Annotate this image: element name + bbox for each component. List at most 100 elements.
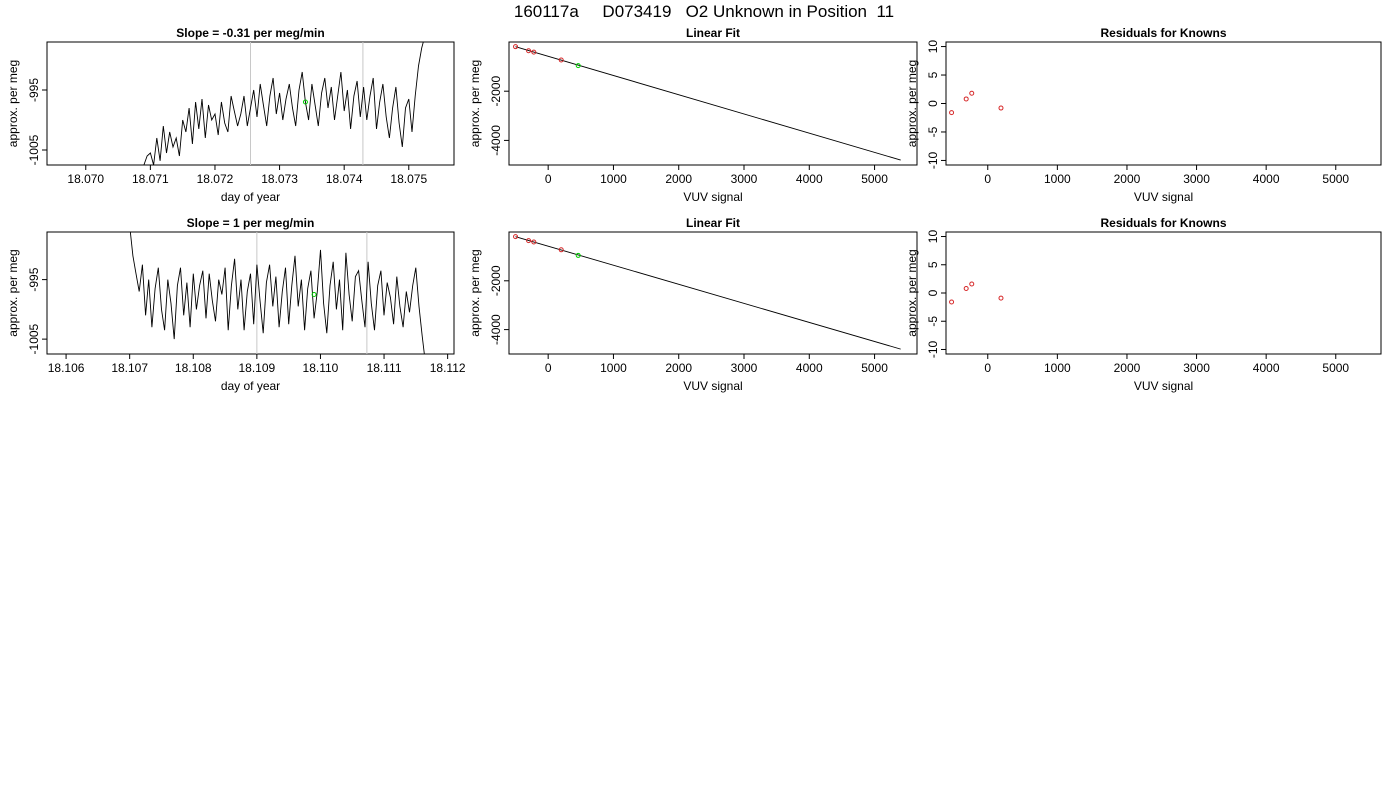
x-tick-label: 18.075 [390,172,427,186]
page-title: 160117a D073419 O2 Unknown in Position 1… [513,2,895,21]
fit-line [515,46,901,161]
x-tick-label: 3000 [1183,361,1210,375]
x-tick-label: 18.070 [67,172,104,186]
x-tick-label: 4000 [1253,361,1280,375]
x-axis-label: day of year [221,379,280,393]
chart-panel-row2-linearfit: Linear Fit 0 1000 2000 3000 4000 5000 VUV signa… [468,216,918,393]
residual-point [969,90,975,96]
x-tick-label: 18.111 [367,361,402,375]
chart-title: Slope = 1 per meg/min [187,216,315,230]
y-tick-label: 10 [926,230,940,244]
chart-title: Residuals for Knowns [1100,216,1226,230]
x-tick-label: 4000 [1253,172,1280,186]
known-point [558,247,564,253]
known-point [513,234,519,240]
x-tick-label: 18.071 [132,172,169,186]
y-tick-label: -10 [926,151,940,169]
x-tick-label: 1000 [1044,361,1071,375]
data-series-line [143,42,424,165]
y-tick-label: -10 [926,340,940,358]
chart-title: Residuals for Knowns [1100,26,1226,40]
x-tick-label: 4000 [796,172,823,186]
plot-frame [508,231,918,355]
y-tick-label: -4000 [489,125,503,156]
plot-area [129,232,425,354]
x-tick-label: 18.072 [197,172,234,186]
x-tick-label: 0 [984,172,991,186]
x-tick-label: 18.109 [239,361,276,375]
y-tick-label: -4000 [489,314,503,345]
y-axis-label: approx. per meg [6,60,20,147]
unknown-point [575,63,581,69]
y-tick-label: -5 [926,316,940,327]
unknown-marker [302,99,308,105]
y-tick-label: -2000 [489,265,503,296]
residual-point [949,299,955,305]
x-tick-label: 1000 [600,361,627,375]
y-tick-label: -2000 [489,76,503,107]
y-tick-label: 5 [926,261,940,268]
plot-area [143,42,424,165]
y-tick-label: 10 [926,40,940,54]
x-tick-label: 2000 [1114,361,1141,375]
x-tick-label: 2000 [665,172,692,186]
known-point [531,49,537,55]
plot-frame [945,231,1382,355]
x-tick-label: 5000 [861,172,888,186]
x-tick-label: 18.110 [303,361,339,375]
known-point [513,44,519,50]
plot-area [513,234,901,350]
x-tick-label: 0 [545,172,552,186]
y-tick-label: -995 [27,78,41,102]
x-tick-label: 18.112 [430,361,466,375]
x-tick-label: 18.108 [175,361,212,375]
data-series-line [129,232,425,354]
known-point [531,239,537,245]
residual-point [998,105,1004,111]
y-tick-label: -1005 [27,323,41,354]
y-tick-label: 0 [926,289,940,296]
chart-title: Linear Fit [686,216,740,230]
x-tick-label: 4000 [796,361,823,375]
chart-panel-row1-linearfit: Linear Fit 0 1000 2000 3000 4000 5000 VUV signa… [468,26,918,204]
x-tick-label: 3000 [731,172,758,186]
x-tick-label: 18.106 [48,361,85,375]
plot-frame [945,41,1382,166]
residual-point [949,110,955,116]
chart-panel-row2-timeseries: Slope = 1 per meg/min 18.106 18.107 18.108 1… [6,216,466,393]
x-tick-label: 1000 [1044,172,1071,186]
plot-area [513,44,901,161]
plot-frame [46,231,455,355]
x-tick-label: 18.074 [326,172,363,186]
known-point [558,57,564,63]
unknown-point [575,252,581,258]
x-tick-label: 5000 [861,361,888,375]
y-tick-label: 5 [926,71,940,78]
x-tick-label: 5000 [1322,361,1349,375]
known-point [526,238,532,244]
chart-panel-row1-timeseries: Slope = -0.31 per meg/min 18.070 18.071 18.… [6,26,455,204]
fit-line [515,236,901,350]
x-axis-label: day of year [221,190,280,204]
plot-area [949,281,1004,305]
y-axis-label: approx. per meg [6,249,20,336]
y-axis-label: approx. per meg [468,60,482,147]
x-tick-label: 0 [545,361,552,375]
y-axis-label: approx. per meg [905,60,919,147]
plot-area [949,90,1004,116]
y-tick-label: -1005 [27,134,41,165]
x-tick-label: 18.107 [111,361,148,375]
y-axis-label: approx. per meg [468,249,482,336]
unknown-marker [311,291,317,297]
x-axis-label: VUV signal [1134,190,1193,204]
known-point [526,48,532,54]
x-axis-label: VUV signal [683,190,742,204]
x-tick-label: 2000 [665,361,692,375]
residual-point [969,281,975,287]
x-axis-label: VUV signal [1134,379,1193,393]
x-tick-label: 2000 [1114,172,1141,186]
chart-title: Linear Fit [686,26,740,40]
y-tick-label: -5 [926,126,940,137]
x-tick-label: 1000 [600,172,627,186]
